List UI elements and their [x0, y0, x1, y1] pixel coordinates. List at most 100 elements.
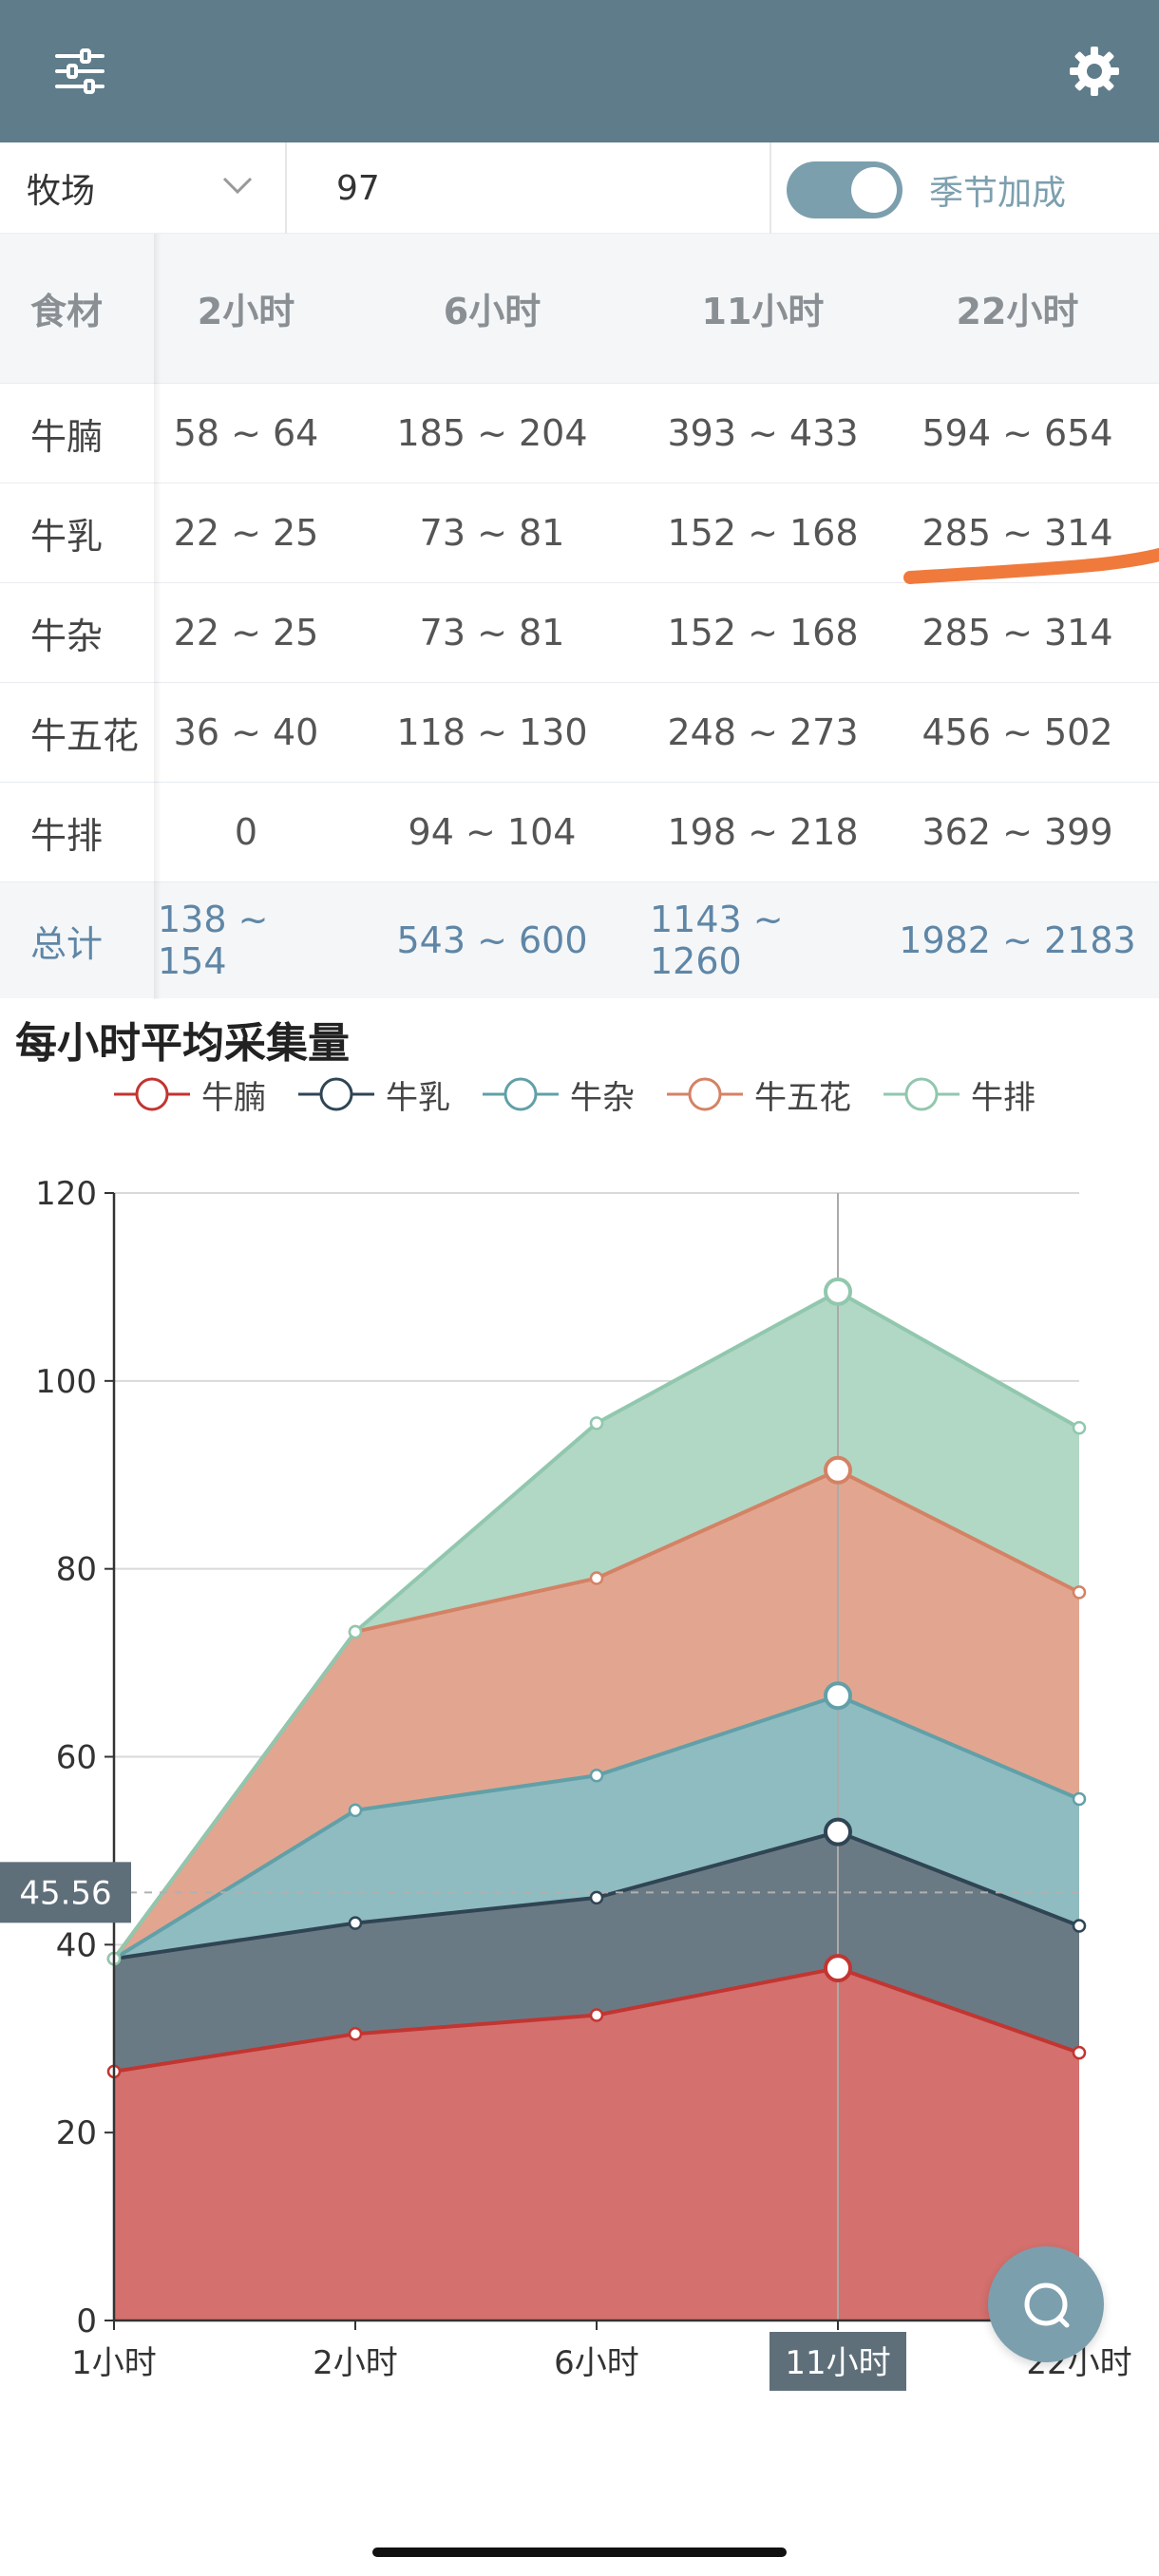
y-pointer-label-bg — [0, 1862, 131, 1923]
table-cell: 118 ~ 130 — [396, 711, 588, 753]
table-cell: 73 ~ 81 — [419, 512, 565, 554]
table-row: 牛杂 22 ~ 25 73 ~ 81 152 ~ 168 285 ~ 314 — [0, 583, 1159, 683]
data-point — [348, 1916, 363, 1930]
y-tick-label: 120 — [35, 1175, 97, 1213]
table-total-row: 总计 138 ~ 154 543 ~ 600 1143 ~ 1260 1982 … — [0, 882, 1159, 998]
x-pointer-label-bg — [770, 2332, 906, 2391]
location-select-value: 牧场 — [27, 172, 96, 211]
legend-marker-icon — [298, 1077, 374, 1111]
legend-marker-icon — [483, 1077, 559, 1111]
table-row: 牛五花 36 ~ 40 118 ~ 130 248 ~ 273 456 ~ 50… — [0, 683, 1159, 783]
data-point — [589, 1769, 604, 1783]
table-cell: 198 ~ 218 — [667, 811, 859, 853]
legend-item[interactable]: 牛乳 — [298, 1071, 450, 1118]
table-cell: 94 ~ 104 — [408, 811, 577, 853]
x-pointer-label: 11小时 — [785, 2344, 890, 2382]
sticky-column-shadow — [154, 234, 162, 999]
table-row: 牛乳 22 ~ 25 73 ~ 81 152 ~ 168 285 ~ 314 — [0, 483, 1159, 583]
ingredient-name: 牛五花 — [30, 714, 140, 757]
level-input[interactable] — [289, 142, 770, 234]
table-cell: 152 ~ 168 — [667, 612, 859, 653]
data-point — [1072, 1791, 1087, 1807]
x-tick-label: 6小时 — [554, 2344, 639, 2382]
table-cell: 248 ~ 273 — [667, 711, 859, 753]
table-row: 牛排 0 94 ~ 104 198 ~ 218 362 ~ 399 — [0, 783, 1159, 882]
data-point — [824, 1954, 852, 1983]
ingredient-name: 牛腩 — [30, 415, 104, 458]
table-cell: 362 ~ 399 — [922, 811, 1113, 853]
data-point — [348, 1803, 363, 1818]
sliders-icon — [55, 48, 104, 94]
table-cell: 543 ~ 600 — [396, 919, 588, 961]
data-point — [1072, 1585, 1087, 1600]
legend-marker-icon — [667, 1077, 743, 1111]
header-cell: 2小时 — [197, 291, 295, 332]
season-bonus-toggle[interactable] — [787, 161, 902, 218]
season-bonus-label: 季节加成 — [929, 174, 1067, 213]
chart-legend: 牛腩 牛乳 牛杂 牛五花 牛排 — [114, 1070, 1068, 1119]
table-cell: 152 ~ 168 — [667, 512, 859, 554]
y-tick-label: 60 — [56, 1739, 97, 1777]
search-fab-button[interactable] — [988, 2246, 1104, 2362]
ingredient-name: 牛杂 — [30, 615, 104, 657]
legend-item[interactable]: 牛排 — [884, 1071, 1036, 1118]
table-cell: 456 ~ 502 — [922, 711, 1113, 753]
data-point — [824, 1277, 852, 1306]
data-point — [1072, 1421, 1087, 1435]
header-cell: 22小时 — [956, 291, 1079, 332]
table-cell: 58 ~ 64 — [173, 412, 319, 454]
legend-label: 牛五花 — [754, 1078, 851, 1117]
table-cell: 285 ~ 314 — [922, 512, 1113, 554]
legend-item[interactable]: 牛五花 — [667, 1071, 851, 1118]
legend-label: 牛乳 — [386, 1078, 450, 1117]
controls-row: 牧场 季节加成 — [0, 142, 1159, 234]
table-cell: 1143 ~ 1260 — [650, 899, 784, 982]
y-tick-label: 20 — [56, 2114, 97, 2152]
data-point — [1072, 2045, 1087, 2060]
legend-label: 牛排 — [971, 1078, 1036, 1117]
header-cell: 食材 — [30, 291, 104, 332]
filter-settings-button[interactable] — [42, 33, 118, 109]
data-point — [824, 1817, 852, 1847]
toggle-knob — [851, 167, 897, 213]
legend-marker-icon — [114, 1077, 190, 1111]
table-header-row: 食材 2小时 6小时 11小时 22小时 — [0, 234, 1159, 384]
header-cell: 11小时 — [701, 291, 825, 332]
ingredient-name: 牛排 — [30, 814, 104, 857]
legend-item[interactable]: 牛杂 — [483, 1071, 635, 1118]
top-app-bar — [0, 0, 1159, 142]
gear-icon — [1070, 47, 1119, 96]
table-cell: 0 — [234, 811, 258, 853]
yield-table: 食材 2小时 6小时 11小时 22小时 牛腩 58 ~ 64 185 ~ 20… — [0, 234, 1159, 998]
data-point — [348, 1624, 363, 1639]
legend-item[interactable]: 牛腩 — [114, 1071, 266, 1118]
data-point — [589, 1416, 604, 1430]
x-tick-label: 1小时 — [71, 2344, 157, 2382]
legend-label: 牛腩 — [201, 1078, 266, 1117]
table-cell: 73 ~ 81 — [419, 612, 565, 653]
table-cell: 138 ~ 154 — [158, 899, 269, 982]
table-row: 牛腩 58 ~ 64 185 ~ 204 393 ~ 433 594 ~ 654 — [0, 384, 1159, 483]
y-tick-label: 100 — [35, 1363, 97, 1401]
y-tick-label: 80 — [56, 1551, 97, 1589]
header-cell: 6小时 — [443, 291, 542, 332]
y-pointer-label: 45.56 — [19, 1874, 111, 1912]
total-label: 总计 — [30, 922, 104, 965]
table-cell: 594 ~ 654 — [922, 412, 1113, 454]
x-tick-label: 2小时 — [313, 2344, 398, 2382]
table-cell: 185 ~ 204 — [396, 412, 588, 454]
table-cell: 393 ~ 433 — [667, 412, 859, 454]
table-cell: 285 ~ 314 — [922, 612, 1113, 653]
table-cell: 22 ~ 25 — [173, 612, 319, 653]
y-tick-label: 0 — [76, 2302, 97, 2340]
chevron-down-icon — [222, 177, 253, 195]
location-select[interactable]: 牧场 — [0, 142, 287, 234]
chart-title: 每小时平均采集量 — [15, 1019, 350, 1068]
handwritten-highlight-stroke — [903, 548, 1159, 584]
ingredient-name: 牛乳 — [30, 515, 104, 558]
home-indicator — [372, 2548, 787, 2557]
data-point — [824, 1455, 852, 1485]
settings-button[interactable] — [1056, 33, 1132, 109]
table-cell: 36 ~ 40 — [173, 711, 319, 753]
